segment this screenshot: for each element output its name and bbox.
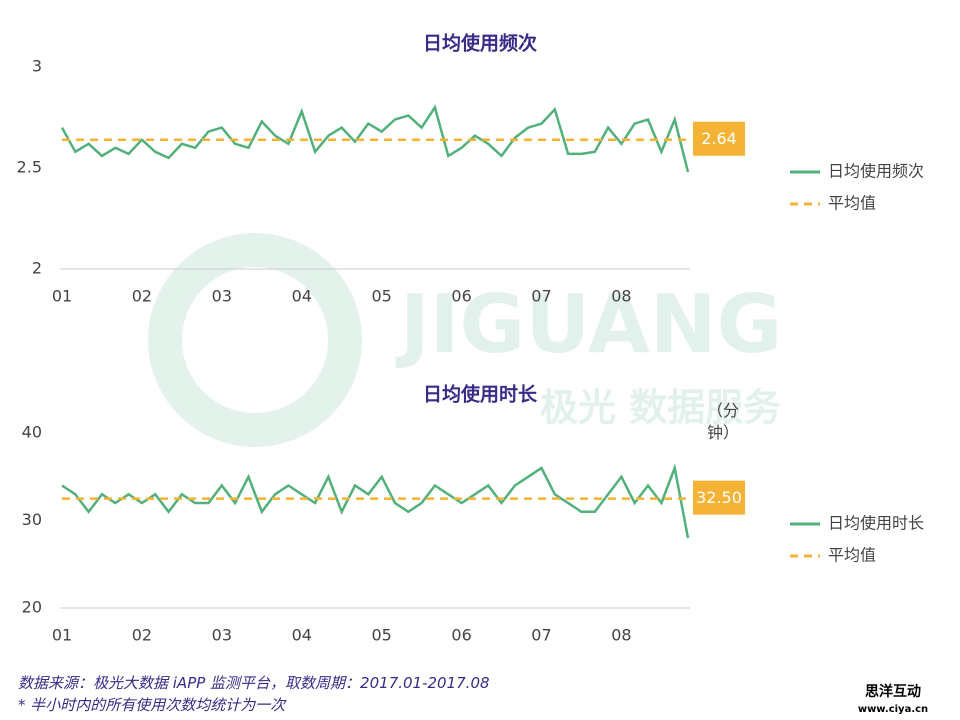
x-tick-label: 01 — [52, 626, 72, 645]
y-axis-label: （分钟） — [706, 401, 739, 442]
average-label-box — [693, 480, 745, 515]
badge-title: 思洋互动 — [865, 683, 921, 700]
y-tick-label: 2 — [32, 259, 42, 278]
x-tick-label: 04 — [292, 287, 312, 306]
footnote: * 半小时内的所有使用次数均统计为一次 — [18, 696, 287, 714]
x-tick-label: 08 — [611, 626, 631, 645]
watermark-subtext: 极光 数据服务 — [540, 386, 781, 430]
y-tick-label: 40 — [22, 423, 42, 442]
x-tick-label: 02 — [132, 287, 152, 306]
watermark-text: JIGUANG — [395, 278, 782, 371]
x-tick-label: 03 — [212, 287, 232, 306]
chart-title: 日均使用时长 — [423, 383, 538, 406]
x-tick-label: 05 — [371, 626, 391, 645]
legend-label: 平均值 — [828, 546, 876, 565]
x-tick-label: 05 — [371, 287, 391, 306]
x-tick-label: 06 — [451, 287, 471, 306]
average-label-box — [693, 121, 745, 156]
data-line — [61, 463, 690, 539]
data-line — [60, 104, 690, 173]
y-axis-label-box: （分钟） — [706, 401, 739, 442]
badge-url: www.ciya.cn — [858, 704, 928, 715]
x-tick-label: 08 — [611, 287, 631, 306]
legend-label: 平均值 — [828, 194, 876, 213]
x-tick-label: 01 — [52, 287, 72, 306]
y-tick-label: 20 — [22, 598, 42, 617]
watermark-logo — [148, 233, 362, 447]
y-tick-label: 3 — [32, 57, 42, 76]
x-tick-label: 02 — [132, 626, 152, 645]
legend-label: 日均使用频次 — [828, 162, 924, 181]
source-note: 数据来源：极光大数据 iAPP 监测平台，取数周期：2017.01-2017.0… — [18, 674, 490, 692]
x-tick-label: 04 — [292, 626, 312, 645]
legend-label: 日均使用时长 — [828, 514, 924, 533]
y-tick-label: 30 — [22, 510, 42, 529]
average-label: 2.64 — [701, 129, 737, 148]
chart-title: 日均使用频次 — [423, 32, 537, 55]
watermark: JIGUANG 极光 数据服务 — [148, 233, 782, 447]
average-label: 32.50 — [696, 488, 742, 507]
x-tick-label: 03 — [212, 626, 232, 645]
x-tick-label: 06 — [451, 626, 471, 645]
y-tick-label: 2.5 — [17, 158, 42, 177]
x-tick-label: 07 — [531, 287, 551, 306]
x-tick-label: 07 — [531, 626, 551, 645]
